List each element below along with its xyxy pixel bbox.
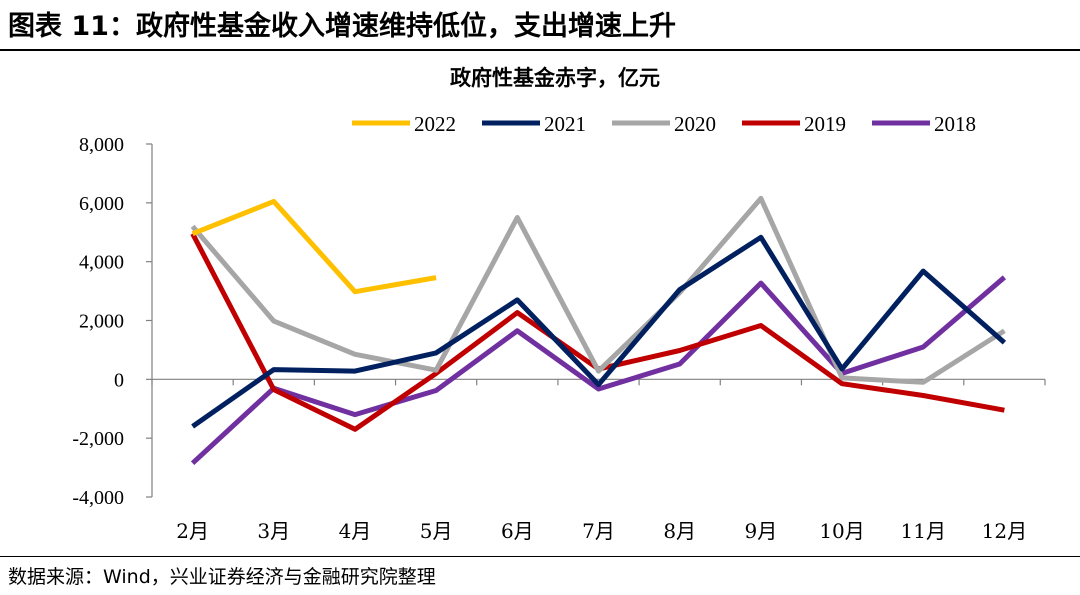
x-tick-label: 6月	[501, 519, 534, 543]
y-tick-label: 2,000	[79, 311, 124, 333]
series-line-2018	[190, 275, 1007, 466]
source-divider	[0, 556, 1080, 557]
x-tick-label: 9月	[744, 519, 777, 543]
x-tick-label: 5月	[420, 519, 453, 543]
line-chart: 政府性基金赤字，亿元 2022 2021 2020 2019 2018 -4,000 -2…	[72, 66, 1046, 543]
series-line-2020	[190, 195, 1006, 385]
figure-caption: 图表 11：政府性基金收入增速维持低位，支出增速上升	[8, 11, 676, 42]
legend-label-2020: 2020	[674, 112, 716, 136]
x-tick-label: 2月	[176, 519, 209, 543]
y-tick-label: 4,000	[79, 252, 124, 274]
x-tick-label: 10月	[819, 519, 864, 543]
caption-divider	[0, 49, 1080, 51]
legend-label-2021: 2021	[544, 112, 586, 136]
chart-title: 政府性基金赤字，亿元	[450, 66, 660, 90]
x-tick-label: 7月	[582, 519, 615, 543]
y-tick-label: 0	[114, 369, 124, 391]
x-tick-label: 11月	[901, 519, 946, 543]
x-tick-label: 3月	[257, 519, 290, 543]
series-line-2022	[191, 198, 437, 295]
x-tick-label: 8月	[663, 519, 696, 543]
series-line-2021	[191, 234, 1007, 429]
y-tick-label: -4,000	[72, 487, 124, 509]
legend-label-2019: 2019	[804, 112, 846, 136]
y-tick-label: 6,000	[79, 193, 124, 215]
x-tick-label: 4月	[339, 519, 372, 543]
x-tick-label: 12月	[982, 519, 1027, 543]
legend-label-2022: 2022	[414, 112, 456, 136]
y-tick-label: -2,000	[72, 428, 124, 450]
source-note: 数据来源：Wind，兴业证券经济与金融研究院整理	[8, 566, 436, 588]
y-tick-label: 8,000	[79, 134, 124, 156]
legend-label-2018: 2018	[934, 112, 976, 136]
